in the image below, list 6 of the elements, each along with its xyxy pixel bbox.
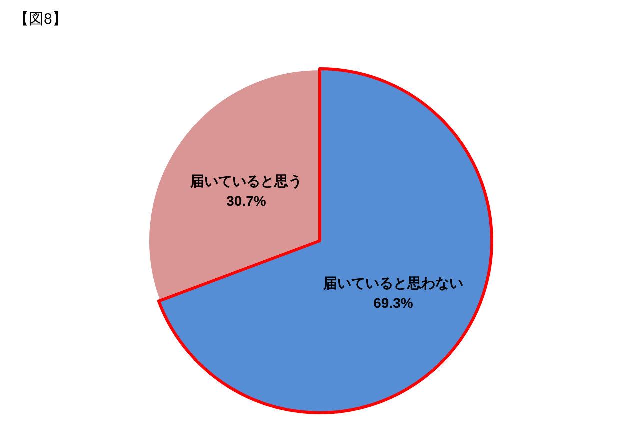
slice-label: 届いていると思う: [190, 173, 303, 190]
data-label: 30.7%: [226, 193, 267, 210]
pie-slice: [157, 68, 494, 414]
chart-title: 【図8】: [14, 11, 68, 28]
slice-label: 届いていると思わない: [322, 274, 464, 291]
data-label: 69.3%: [374, 294, 414, 311]
